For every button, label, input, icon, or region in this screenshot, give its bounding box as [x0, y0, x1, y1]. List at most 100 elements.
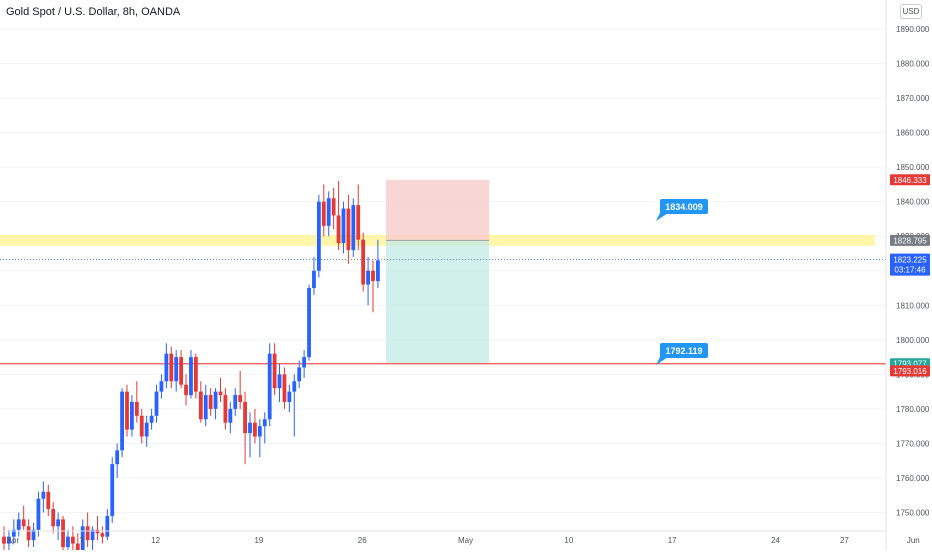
price-tick-label: 1840.000: [896, 198, 930, 207]
price-tick-label: 1860.000: [896, 129, 930, 138]
candle-body: [213, 391, 218, 409]
time-tick-label: 19: [254, 536, 263, 545]
candle-body: [307, 288, 311, 358]
time-tick-label: 12: [151, 536, 160, 545]
candle-body: [336, 215, 341, 244]
candle-body: [61, 519, 65, 548]
price-tick-label: 1800.000: [896, 336, 930, 345]
support-price-tag: 1793.077: [893, 360, 927, 369]
target-price-tag: 1793.016: [893, 367, 927, 376]
candle-body: [331, 198, 336, 216]
price-tick-label: 1870.000: [896, 94, 930, 103]
candle-body: [41, 491, 46, 499]
candle-body: [144, 422, 149, 437]
candle-body: [292, 381, 297, 392]
candle-body: [243, 401, 247, 434]
currency-button[interactable]: USD: [900, 4, 922, 19]
stop-price-tag-bg: [890, 174, 930, 186]
candle-body: [169, 353, 174, 382]
bar-countdown-tag: 03:17:46: [894, 266, 926, 275]
candle-body: [36, 498, 41, 530]
candle-body: [125, 391, 129, 430]
time-tick-label: May: [458, 536, 473, 545]
callout-upper-pointer: [656, 213, 668, 221]
candle-body: [134, 401, 139, 416]
price-tick-label: 1810.000: [896, 301, 930, 310]
candle-body: [16, 519, 21, 530]
time-tick-label: 27: [840, 536, 849, 545]
entry-price-tag: 1828.795: [893, 236, 927, 245]
candle-body: [198, 391, 203, 420]
candle-body: [105, 515, 110, 537]
candle-body: [164, 353, 169, 382]
candle-body: [75, 543, 80, 551]
candle-body: [228, 408, 233, 423]
price-tick-label: 1890.000: [896, 25, 930, 34]
candle-body: [26, 526, 31, 541]
candle-body: [174, 357, 179, 382]
price-tick-label: 1780.000: [896, 405, 930, 414]
candle-body: [253, 422, 257, 437]
price-tick-label: 1760.000: [896, 474, 930, 483]
price-tick-label: 1880.000: [896, 60, 930, 69]
take-profit-zone: [385, 240, 490, 364]
candle-body: [361, 239, 366, 285]
entry-price-tag-bg: [890, 234, 930, 246]
price-tick-label: 1850.000: [896, 163, 930, 172]
candle-body: [21, 519, 26, 527]
candle-body: [154, 391, 159, 416]
candle-body: [149, 415, 154, 423]
candle-body: [238, 395, 243, 402]
target-price-tag-bg: [890, 365, 930, 377]
current-price-tag: 1823.225: [893, 256, 927, 265]
candle-body: [120, 391, 124, 451]
candle-body: [218, 391, 223, 396]
candle-body: [321, 201, 326, 226]
candle-body: [351, 205, 356, 251]
candle-body: [297, 367, 302, 382]
candle-body: [31, 529, 36, 541]
candle-body: [184, 384, 188, 396]
callout-upper: 1834.009: [665, 202, 703, 212]
price-tick-label: 1770.000: [896, 439, 930, 448]
candle-body: [302, 357, 307, 368]
time-tick-label: 10: [564, 536, 573, 545]
candle-body: [326, 198, 331, 226]
candle-body: [356, 205, 361, 240]
callout-lower-bg: [660, 343, 708, 358]
callout-lower: 1792.119: [665, 346, 702, 356]
candle-body: [267, 353, 272, 420]
time-tick-label: 17: [668, 536, 677, 545]
candle-body: [56, 519, 61, 527]
candle-body: [233, 395, 238, 409]
candle-body: [346, 208, 351, 251]
candle-body: [287, 391, 292, 402]
candle-body: [282, 374, 287, 402]
candle-body: [139, 415, 144, 437]
time-tick-label: Apr: [7, 536, 20, 545]
candle-body: [203, 395, 208, 420]
current-price-tag-bg: [890, 253, 930, 276]
candle-body: [115, 450, 120, 465]
candle-body: [159, 381, 164, 392]
candle-body: [179, 357, 184, 385]
candle-body: [85, 526, 90, 541]
drawings-layer: [0, 179, 886, 365]
chart-title: Gold Spot / U.S. Dollar, 8h, OANDA: [6, 6, 181, 18]
candle-body: [257, 426, 262, 437]
candle-body: [80, 526, 85, 551]
candle-body: [223, 395, 228, 423]
candle-body: [277, 374, 282, 389]
candles-layer: [2, 180, 380, 555]
candle-body: [110, 464, 115, 516]
time-tick-label: 26: [358, 536, 367, 545]
candle-body: [130, 401, 134, 430]
stop-price-tag: 1846.333: [893, 176, 927, 185]
candle-body: [376, 260, 380, 282]
candle-body: [46, 491, 51, 510]
candle-body: [272, 353, 277, 389]
